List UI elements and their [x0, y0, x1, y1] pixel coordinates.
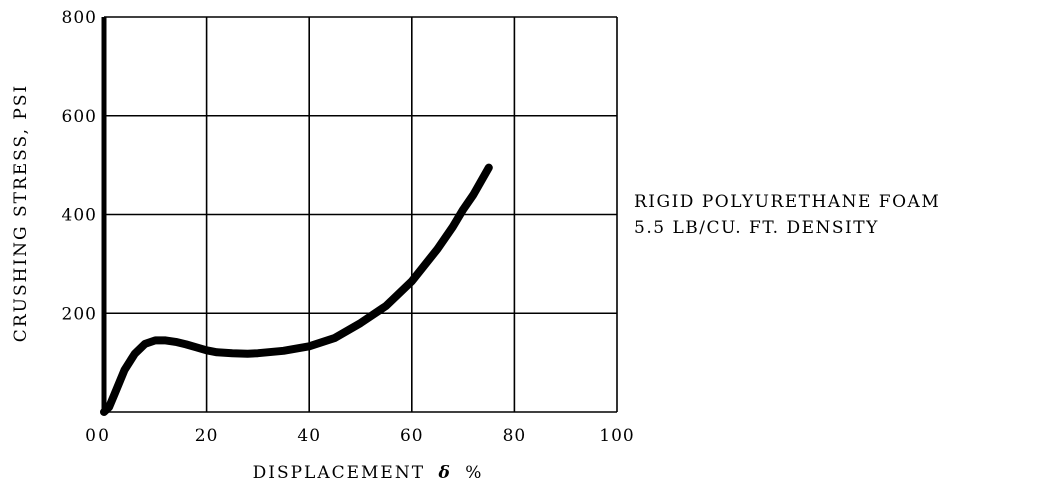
x-tick-label: 20	[195, 426, 219, 446]
tick-labels: 0 20 40 60 80 100 200 400 600 800 0	[62, 8, 634, 446]
y-axis-title: CRUSHING STRESS, PSI	[11, 84, 31, 342]
annotation-line-1: RIGID POLYURETHANE FOAM	[634, 192, 941, 212]
x-axis-title: DISPLACEMENT δ %	[253, 463, 484, 483]
data-series	[100, 163, 493, 416]
annotation-line-2: 5.5 LB/CU. FT. DENSITY	[634, 218, 879, 238]
stress-curve-line	[100, 163, 493, 416]
x-tick-label: 80	[503, 426, 527, 446]
origin-tick-label: 0	[85, 426, 97, 446]
y-tick-label: 400	[62, 206, 97, 226]
y-tick-label: 600	[62, 107, 97, 127]
axes	[101, 17, 617, 413]
y-tick-label: 200	[62, 304, 97, 324]
x-tick-label: 40	[297, 426, 321, 446]
y-tick-label: 800	[62, 8, 97, 28]
x-tick-label: 0	[98, 426, 110, 446]
x-tick-label: 100	[599, 426, 634, 446]
grid	[103, 16, 618, 412]
x-tick-label: 60	[400, 426, 424, 446]
